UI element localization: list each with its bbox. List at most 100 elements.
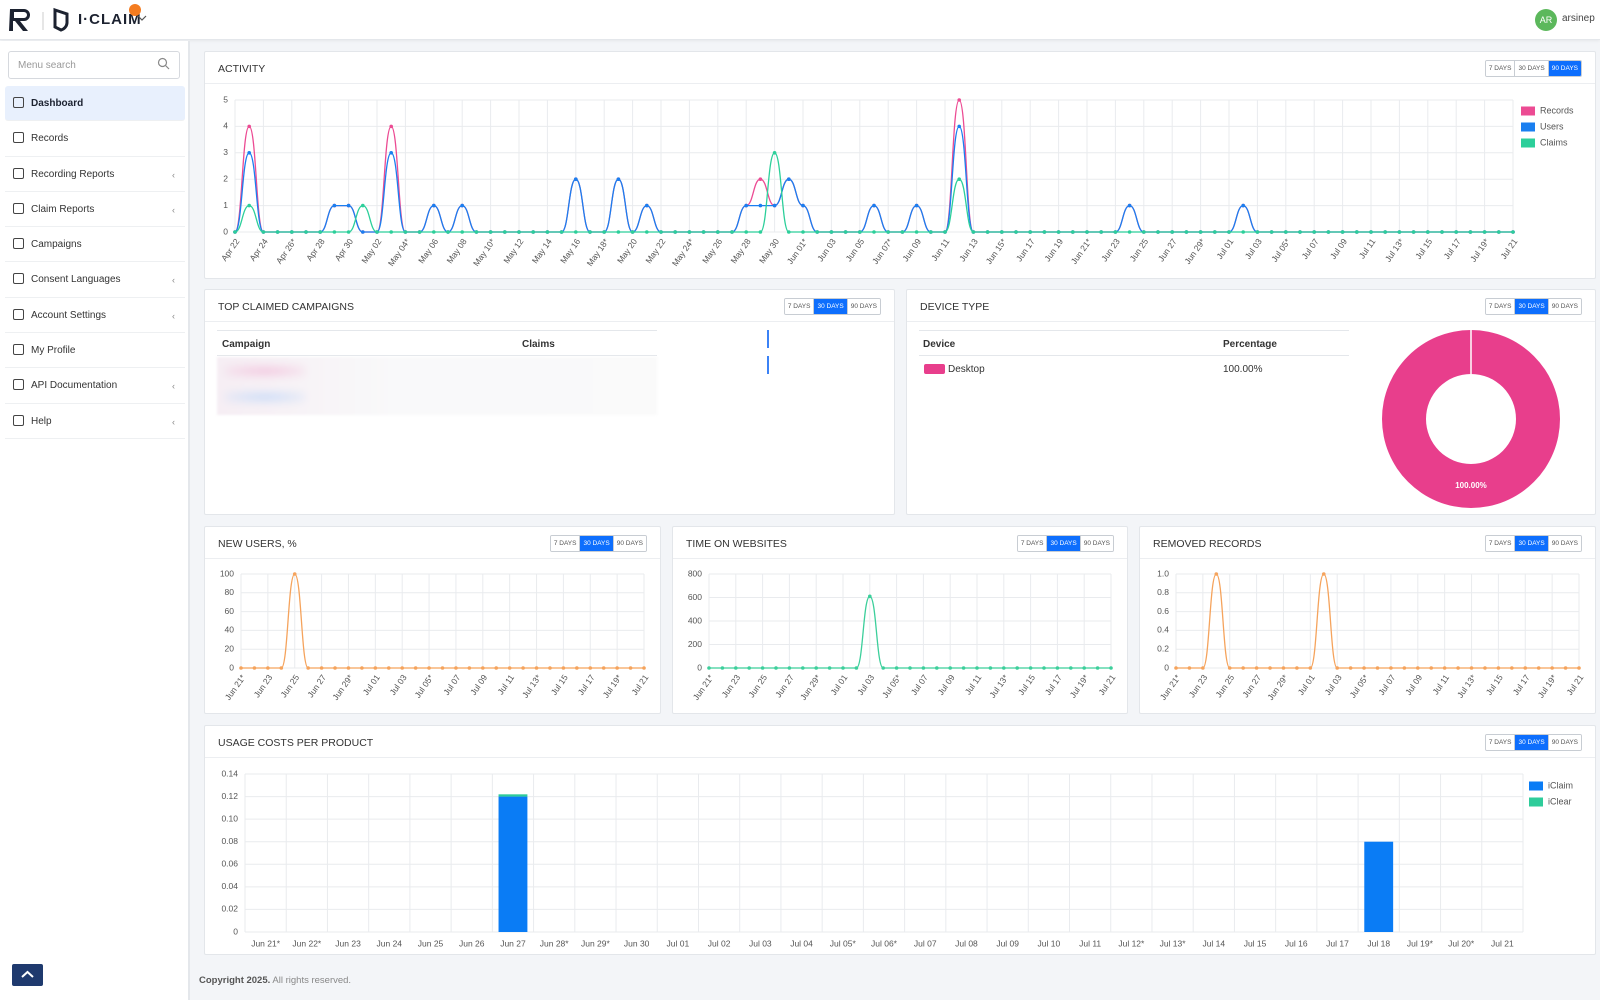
range-button[interactable]: 7 DAYS bbox=[1017, 536, 1047, 551]
data-point bbox=[1312, 230, 1316, 234]
menu-item[interactable]: Records bbox=[5, 121, 185, 157]
range-button[interactable]: 90 DAYS bbox=[846, 299, 880, 314]
menu-icon bbox=[13, 308, 24, 320]
x-tick-label: Jun 23 bbox=[1187, 672, 1210, 699]
x-tick-label: Jun 25 bbox=[278, 672, 301, 699]
range-button[interactable]: 30 DAYS bbox=[1514, 536, 1548, 551]
data-point bbox=[1109, 666, 1113, 670]
range-button[interactable]: 30 DAYS bbox=[813, 299, 847, 314]
data-point bbox=[346, 230, 351, 234]
y-tick-label: 80 bbox=[225, 587, 235, 597]
data-point bbox=[1308, 666, 1313, 670]
data-point bbox=[1496, 666, 1501, 670]
x-tick-label: May 02 bbox=[359, 236, 383, 265]
data-point bbox=[517, 230, 521, 234]
range-button[interactable]: 90 DAYS bbox=[1079, 536, 1113, 551]
x-tick-label: Jun 19 bbox=[1042, 236, 1065, 263]
menu-search[interactable]: Menu search bbox=[8, 51, 180, 79]
data-point bbox=[575, 666, 579, 670]
range-button[interactable]: 30 DAYS bbox=[1514, 61, 1548, 76]
menu-item[interactable]: API Documentation ‹ bbox=[5, 368, 185, 404]
range-button[interactable]: 30 DAYS bbox=[1514, 299, 1548, 314]
data-point bbox=[1142, 230, 1146, 234]
range-button[interactable]: 7 DAYS bbox=[550, 536, 580, 551]
range-button[interactable]: 90 DAYS bbox=[612, 536, 646, 551]
panel: REMOVED RECORDS 7 DAYS 30 DAYS 90 DAYS 0 0.2 0… bbox=[1139, 526, 1596, 714]
scroll-top-button[interactable] bbox=[12, 964, 43, 986]
data-point bbox=[279, 666, 284, 670]
menu-item[interactable]: Claim Reports ‹ bbox=[5, 192, 185, 228]
range-button[interactable]: 7 DAYS bbox=[1485, 536, 1515, 551]
menu-item[interactable]: Recording Reports ‹ bbox=[5, 157, 185, 192]
data-point bbox=[1085, 230, 1089, 234]
range-button[interactable]: 30 DAYS bbox=[1046, 536, 1080, 551]
menu-icon bbox=[13, 414, 24, 426]
panel-body: 0 0.02 0.04 0.06 0.08 0.10 0.12 0.14 Jun 21* Jun … bbox=[205, 758, 1595, 959]
y-tick-label: 2 bbox=[223, 173, 228, 183]
data-point bbox=[1254, 666, 1259, 670]
data-point bbox=[304, 230, 308, 234]
range-button[interactable]: 90 DAYS bbox=[1547, 735, 1581, 750]
range-button[interactable]: 90 DAYS bbox=[1547, 299, 1581, 314]
data-point bbox=[900, 230, 905, 234]
x-tick-label: Jul 05* bbox=[880, 672, 903, 700]
range-button[interactable]: 90 DAYS bbox=[1547, 536, 1581, 551]
data-point bbox=[1014, 230, 1018, 234]
range-button[interactable]: 7 DAYS bbox=[1485, 61, 1515, 76]
data-point bbox=[1510, 666, 1514, 670]
data-point bbox=[814, 666, 818, 670]
data-point bbox=[1113, 230, 1118, 234]
menu-item[interactable]: My Profile bbox=[5, 333, 185, 369]
panel: TOP CLAIMED CAMPAIGNS 7 DAYS 30 DAYS 90 DAY… bbox=[204, 289, 895, 515]
x-tick-label: Jul 07 bbox=[1299, 236, 1320, 261]
x-tick-label: Jul 12* bbox=[1118, 938, 1145, 948]
x-tick-label: Jun 24 bbox=[377, 938, 403, 948]
legend-swatch bbox=[1529, 781, 1543, 791]
blurred-row bbox=[225, 391, 305, 403]
range-button[interactable]: 90 DAYS bbox=[1547, 61, 1581, 76]
data-point bbox=[1577, 666, 1581, 670]
x-tick-label: Jun 29* bbox=[581, 938, 611, 948]
user-avatar[interactable]: AR bbox=[1535, 9, 1557, 31]
data-point bbox=[588, 230, 592, 234]
x-tick-label: Jul 07 bbox=[914, 938, 937, 948]
data-point bbox=[760, 666, 765, 670]
range-button[interactable]: 7 DAYS bbox=[1485, 299, 1515, 314]
copyright: Copyright 2025. bbox=[199, 975, 271, 986]
range-button[interactable]: 7 DAYS bbox=[784, 299, 814, 314]
menu-item[interactable]: Help ‹ bbox=[5, 404, 185, 439]
range-button[interactable]: 30 DAYS bbox=[1514, 735, 1548, 750]
range-button[interactable]: 7 DAYS bbox=[1485, 735, 1515, 750]
x-tick-label: Jun 21* bbox=[251, 938, 281, 948]
data-point bbox=[630, 230, 635, 234]
menu-item[interactable]: Consent Languages ‹ bbox=[5, 262, 185, 298]
data-point bbox=[1000, 230, 1004, 234]
data-point bbox=[908, 666, 912, 670]
data-point bbox=[1213, 230, 1217, 234]
submenu-chevron: ‹ bbox=[172, 310, 175, 321]
menu-icon bbox=[13, 132, 24, 144]
footer: Copyright 2025. All rights reserved. bbox=[199, 975, 351, 986]
color-swatch bbox=[924, 364, 945, 374]
sidebar: Menu search Dashboard Records Recording Re… bbox=[0, 41, 190, 1000]
x-tick-label: May 06 bbox=[416, 236, 440, 265]
panel-header: ACTIVITY 7 DAYS 30 DAYS 90 DAYS bbox=[205, 52, 1595, 84]
x-tick-label: Jul 03 bbox=[387, 672, 408, 697]
data-point bbox=[266, 666, 270, 670]
range-button[interactable]: 30 DAYS bbox=[579, 536, 613, 551]
data-point bbox=[247, 124, 251, 129]
x-tick-label: Jun 13 bbox=[957, 236, 980, 263]
menu-label: Recording Reports bbox=[31, 168, 115, 180]
legend-label: iClear bbox=[1548, 796, 1572, 806]
x-tick-label: Jul 07 bbox=[909, 672, 930, 697]
menu-item[interactable]: Dashboard bbox=[5, 86, 185, 122]
x-tick-label: Jul 11 bbox=[1430, 672, 1451, 696]
menu-item[interactable]: Account Settings ‹ bbox=[5, 298, 185, 334]
x-tick-label: Jun 21* bbox=[1158, 672, 1183, 702]
user-name[interactable]: arsinep bbox=[1562, 13, 1595, 24]
menu-item[interactable]: Campaigns bbox=[5, 227, 185, 263]
legend-swatch bbox=[1521, 138, 1535, 148]
x-tick-label: May 20 bbox=[615, 236, 639, 265]
